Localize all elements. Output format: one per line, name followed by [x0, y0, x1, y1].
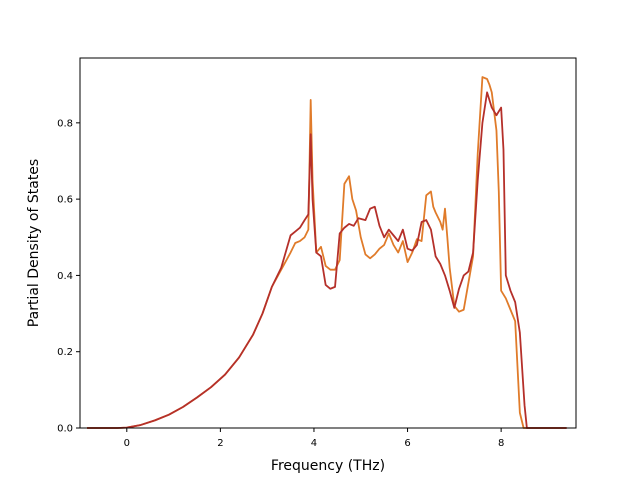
- y-tick-label: 0.0: [57, 424, 73, 435]
- x-tick-label: 8: [498, 438, 504, 449]
- axes-frame: [79, 57, 577, 429]
- y-axis-ticks: 0.0 0.2 0.4 0.6 0.8: [57, 118, 80, 435]
- x-tick-label: 4: [311, 438, 317, 449]
- x-tick-label: 2: [217, 438, 223, 449]
- plot-area: [79, 57, 577, 429]
- x-axis-label: Frequency (THz): [271, 458, 385, 474]
- y-axis-label: Partial Density of States: [26, 159, 42, 327]
- x-axis-ticks: 0 2 4 6 8: [124, 428, 504, 449]
- series-layer: [87, 76, 567, 429]
- x-tick-label: 0: [124, 438, 130, 449]
- y-tick-label: 0.2: [57, 347, 73, 358]
- y-tick-label: 0.8: [57, 118, 73, 129]
- y-tick-label: 0.6: [57, 195, 73, 206]
- y-tick-label: 0.4: [57, 271, 73, 282]
- x-tick-label: 6: [404, 438, 410, 449]
- series-line-1: [87, 91, 567, 429]
